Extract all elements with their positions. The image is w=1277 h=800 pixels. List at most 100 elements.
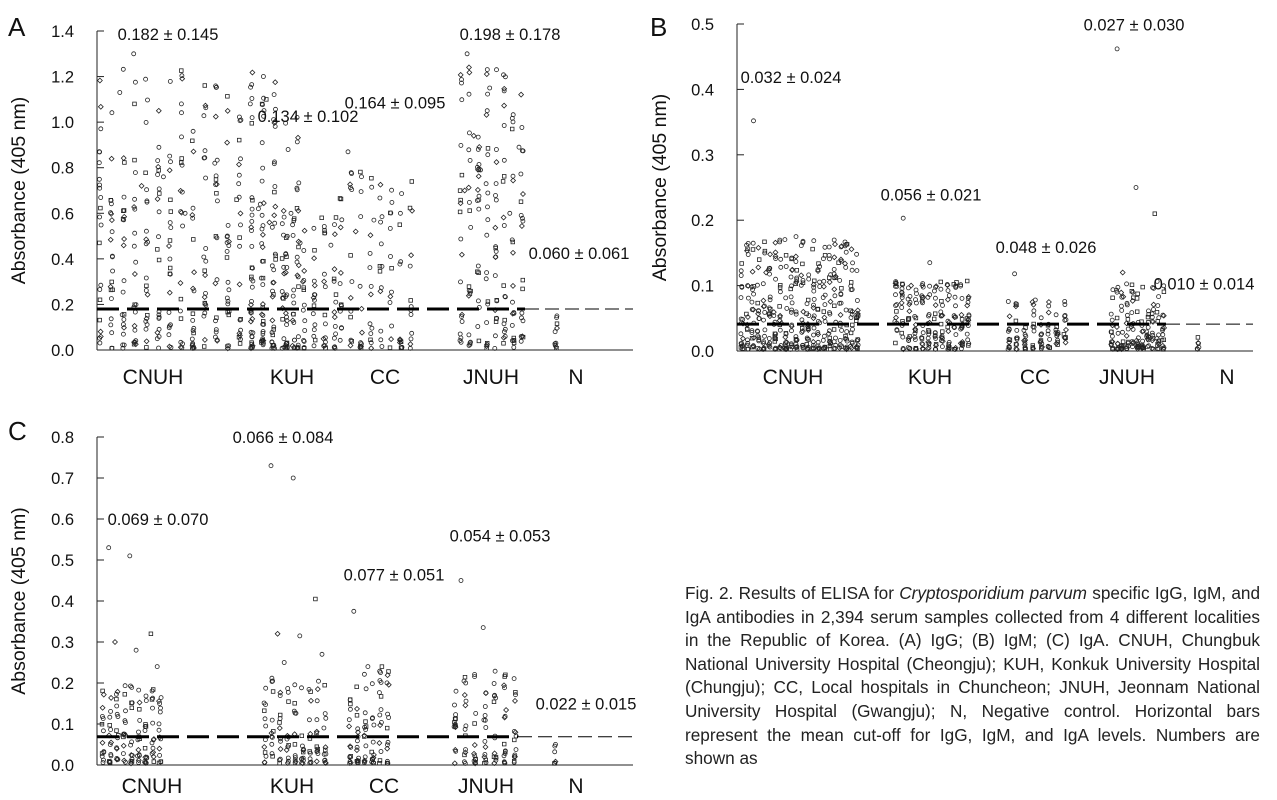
data-point-cnuh xyxy=(234,197,239,202)
data-point-cnuh xyxy=(272,189,277,195)
data-point-cnuh xyxy=(108,694,115,701)
data-point-kuh xyxy=(311,278,317,284)
data-point-cnuh xyxy=(295,134,301,141)
data-point-cc xyxy=(358,189,364,195)
data-point-cnuh xyxy=(110,268,115,274)
data-point-cnuh xyxy=(154,664,160,669)
data-point-cnuh xyxy=(107,742,113,747)
data-point-cnuh xyxy=(154,196,161,202)
data-point-cnuh xyxy=(296,180,302,186)
data-point-cc xyxy=(351,608,357,614)
data-point-jnuh xyxy=(1154,309,1160,315)
data-point-jnuh xyxy=(1110,295,1115,300)
data-point-cnuh xyxy=(773,276,778,282)
data-point-cnuh xyxy=(793,309,799,315)
data-point-cnuh xyxy=(260,165,266,171)
data-point-cnuh xyxy=(284,254,289,259)
data-point-kuh xyxy=(927,260,933,266)
data-point-cc xyxy=(1031,324,1037,330)
data-point-kuh xyxy=(291,708,297,714)
data-point-cnuh xyxy=(283,120,289,126)
data-point-cnuh xyxy=(109,110,115,116)
data-point-kuh xyxy=(313,758,320,765)
caption-text-rest: specific IgG, IgM, and IgA antibodies in… xyxy=(685,583,1261,769)
data-point-kuh xyxy=(292,701,297,706)
data-point-kuh xyxy=(270,754,275,759)
data-point-cnuh xyxy=(97,182,102,188)
data-point-cnuh xyxy=(789,322,795,328)
data-point-cnuh xyxy=(772,253,779,260)
data-point-jnuh xyxy=(502,685,507,691)
data-point-kuh xyxy=(959,346,964,352)
data-point-cnuh xyxy=(804,342,809,347)
data-point-jnuh xyxy=(482,752,488,757)
data-point-kuh xyxy=(288,210,294,216)
data-point-cnuh xyxy=(202,300,207,306)
data-point-cc xyxy=(370,754,377,761)
data-point-jnuh xyxy=(1139,328,1146,335)
data-point-cnuh xyxy=(108,752,114,757)
data-point-jnuh xyxy=(520,286,525,292)
data-point-cc xyxy=(348,754,353,759)
data-point-cc xyxy=(378,337,384,343)
data-point-cc xyxy=(355,760,361,766)
x-category-label: CC xyxy=(1020,366,1050,389)
data-point-jnuh xyxy=(1152,211,1157,216)
data-point-jnuh xyxy=(462,726,468,732)
data-point-n xyxy=(552,743,558,749)
data-point-cnuh xyxy=(148,631,154,636)
data-point-cnuh xyxy=(135,757,142,764)
data-point-kuh xyxy=(274,630,281,637)
data-point-kuh xyxy=(333,215,339,220)
data-point-jnuh xyxy=(493,197,499,203)
data-point-cc xyxy=(1045,328,1051,334)
data-point-cnuh xyxy=(202,155,208,161)
data-point-cc xyxy=(384,672,391,679)
data-point-cc xyxy=(379,263,385,269)
data-point-cnuh xyxy=(294,272,301,279)
data-point-cnuh xyxy=(264,97,269,102)
data-point-jnuh xyxy=(1146,334,1151,340)
data-point-kuh xyxy=(279,305,286,312)
data-point-cnuh xyxy=(800,261,805,267)
data-point-jnuh xyxy=(1129,310,1135,316)
data-point-jnuh xyxy=(1140,284,1145,290)
data-point-jnuh xyxy=(519,310,525,316)
data-point-cc xyxy=(347,743,354,750)
data-point-cc xyxy=(337,224,344,231)
data-point-jnuh xyxy=(457,188,463,193)
y-tick-label: 0.4 xyxy=(51,251,74,269)
data-point-jnuh xyxy=(484,340,490,346)
data-point-n xyxy=(552,329,558,335)
data-point-kuh xyxy=(322,711,328,716)
data-point-kuh xyxy=(893,279,899,285)
data-point-cnuh xyxy=(191,344,197,350)
data-point-cnuh xyxy=(120,731,127,738)
data-point-kuh xyxy=(261,700,267,706)
data-point-cnuh xyxy=(815,306,820,312)
data-point-cnuh xyxy=(108,217,115,224)
data-point-jnuh xyxy=(485,217,491,223)
x-category-label: N xyxy=(1219,366,1234,389)
data-point-cnuh xyxy=(748,283,755,290)
data-point-cnuh xyxy=(295,207,302,214)
data-point-jnuh xyxy=(1114,46,1120,52)
data-point-kuh xyxy=(269,224,275,230)
data-point-cnuh xyxy=(132,196,138,202)
data-point-n xyxy=(552,760,558,766)
data-point-jnuh xyxy=(1155,346,1160,352)
data-point-jnuh xyxy=(1161,289,1167,294)
data-point-kuh xyxy=(311,303,317,308)
data-point-cnuh xyxy=(751,343,757,349)
data-point-cnuh xyxy=(121,213,128,220)
data-point-kuh xyxy=(311,255,318,262)
data-point-cnuh xyxy=(837,337,843,343)
data-point-jnuh xyxy=(1155,319,1160,324)
data-point-cc xyxy=(339,325,344,331)
data-point-kuh xyxy=(907,293,913,299)
data-point-kuh xyxy=(322,335,328,341)
data-point-kuh xyxy=(927,283,932,289)
data-point-cnuh xyxy=(143,338,150,345)
data-point-cnuh xyxy=(261,95,267,101)
data-point-cnuh xyxy=(238,316,243,322)
